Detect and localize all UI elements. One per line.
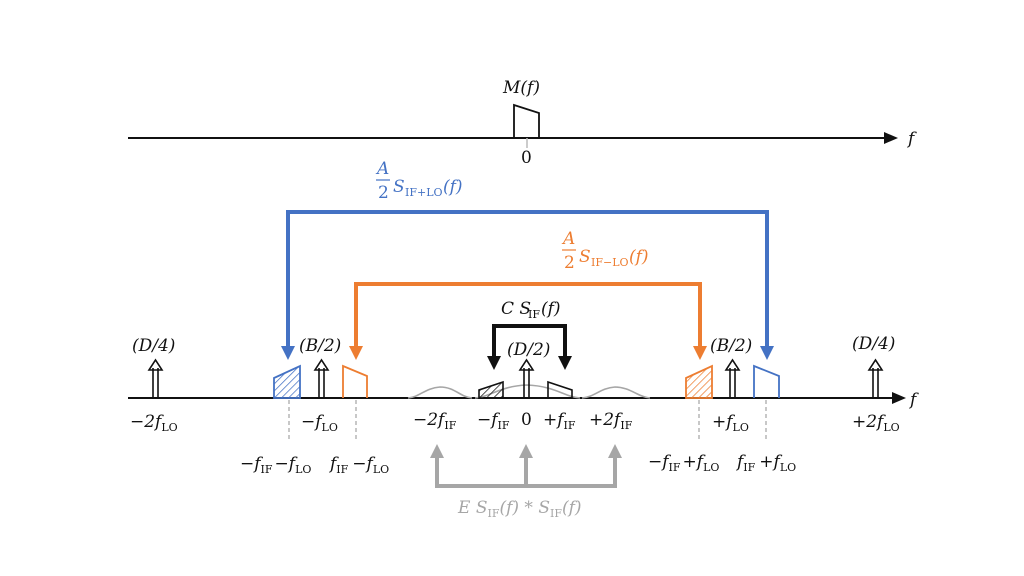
orange-mapping-arrow <box>349 282 707 360</box>
tick-label-mfif: −fIF <box>477 410 510 432</box>
baseband-spectrum-shape <box>513 103 540 138</box>
blue-sideband-left <box>273 364 301 399</box>
intermod-curve-right <box>581 386 651 399</box>
tick-label-p2fif: +2fIF <box>589 410 633 432</box>
tick-label-m2fif: −2fIF <box>413 410 457 432</box>
top-spectrum-label: M(f) <box>502 78 540 98</box>
impulse-label-b2-right: (B/2) <box>710 336 752 356</box>
black-sideband-left <box>478 380 504 399</box>
impulse-m2flo <box>147 358 164 398</box>
black-sideband-right <box>547 380 573 398</box>
orange-arg: (f) <box>629 247 649 267</box>
impulse-zero <box>518 358 535 398</box>
black-arg: (f) <box>541 299 561 319</box>
sideband-label-fif-mflo: fIF −fLO <box>328 454 389 476</box>
orange-sideband-left <box>342 364 368 398</box>
tick-label-m2flo: −2fLO <box>130 412 178 434</box>
tick-label-pfif: +fIF <box>543 410 576 432</box>
orange-coef-den: 2 <box>564 253 575 273</box>
impulse-mflo <box>313 358 330 398</box>
tick-label-zero: 0 <box>521 410 532 430</box>
blue-term: S <box>393 177 405 197</box>
orange-sideband-right <box>685 364 713 399</box>
bottom-axis-f-label: f <box>908 390 919 410</box>
impulse-label-b2-left: (B/2) <box>299 336 341 356</box>
impulse-label-d2-center: (D/2) <box>507 340 550 360</box>
impulse-pflo <box>724 358 741 398</box>
top-axis <box>128 103 898 148</box>
gray-intermod-label: E SIF(f) * SIF(f) <box>457 498 582 520</box>
blue-arg: (f) <box>443 177 463 197</box>
blue-sub: IF+LO <box>405 186 443 199</box>
sideband-label-mfif-pflo: −fIF +fLO <box>648 452 719 474</box>
intermod-curve-left <box>407 386 473 399</box>
sideband-label-mfif-mflo: −fIF −fLO <box>240 454 311 476</box>
orange-sub: IF−LO <box>591 256 629 269</box>
impulse-label-d4-left: (D/4) <box>132 336 175 356</box>
blue-coef-num: A <box>375 159 389 179</box>
black-sub: IF <box>528 308 540 321</box>
black-mapping-arrow <box>487 324 572 370</box>
orange-term: S <box>579 247 591 267</box>
tick-label-mflo: −fLO <box>301 412 338 434</box>
gray-intermod-arrows <box>430 444 622 488</box>
bottom-axis <box>128 392 906 404</box>
blue-mapping-arrow <box>281 210 774 360</box>
black-term: C S <box>501 299 531 319</box>
tick-label-pflo: +fLO <box>712 412 749 434</box>
impulse-label-d4-right: (D/4) <box>852 334 895 354</box>
tick-label-p2flo: +2fLO <box>852 412 900 434</box>
top-axis-f-label: f <box>906 129 917 149</box>
top-zero-label: 0 <box>521 148 532 168</box>
impulse-p2flo <box>867 358 884 398</box>
sideband-label-fif-pflo: fIF +fLO <box>735 452 796 474</box>
orange-coef-num: A <box>561 229 575 249</box>
blue-sideband-right <box>753 364 780 398</box>
blue-coef-den: 2 <box>378 183 389 203</box>
